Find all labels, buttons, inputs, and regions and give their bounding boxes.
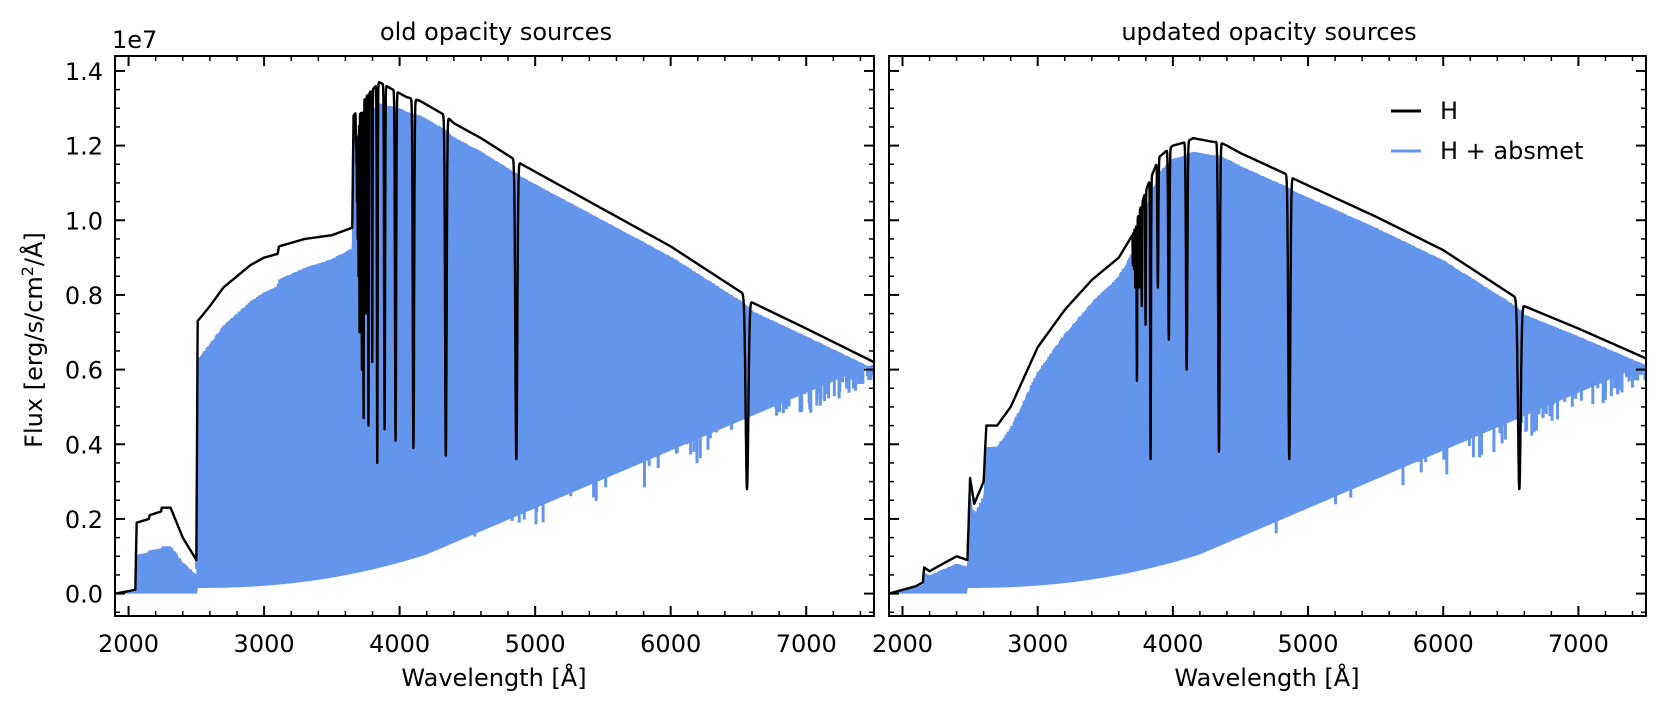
plot-area	[115, 81, 874, 595]
x-tick-label: 7000	[1548, 630, 1609, 658]
x-tick-label: 3000	[234, 630, 295, 658]
y-tick-label: 0.0	[65, 581, 103, 609]
y-scale-multiplier: 1e7	[112, 26, 157, 54]
absmet-line-spikes	[144, 103, 874, 586]
y-tick-label: 1.4	[65, 58, 103, 86]
x-tick-label: 7000	[776, 630, 837, 658]
y-tick-label: 0.8	[65, 282, 103, 310]
axes-frame	[114, 55, 875, 617]
y-tick-label: 1.2	[65, 133, 103, 161]
y-axis-label: Flux [erg/s/cm2/Å]	[18, 232, 48, 448]
x-tick-label: 5000	[505, 630, 566, 658]
legend-label-h: H	[1440, 97, 1458, 125]
x-tick-label: 4000	[369, 630, 430, 658]
legend-label-h-absmet: H + absmet	[1440, 137, 1583, 165]
panel-title: old opacity sources	[380, 18, 612, 46]
x-tick-label: 2000	[98, 630, 159, 658]
series-h-absmet	[889, 151, 1646, 594]
y-tick-label: 0.6	[65, 357, 103, 385]
absmet-line-spikes	[912, 152, 1646, 589]
panel-title: updated opacity sources	[1121, 18, 1416, 46]
y-tick-label: 0.4	[65, 431, 103, 459]
series-h	[115, 81, 874, 595]
axes-frame	[888, 55, 1647, 617]
panel-old-opacity: old opacity sources 2000 3000 4000 5000 6000…	[65, 18, 875, 692]
series-h	[889, 136, 1646, 595]
y-tick-label: 0.2	[65, 506, 103, 534]
x-tick-label: 2000	[872, 630, 933, 658]
series-h-absmet	[115, 103, 874, 594]
panel-updated-opacity: updated opacity sources 2000 3000 4000 5000…	[872, 18, 1647, 692]
x-tick-label: 5000	[1278, 630, 1339, 658]
x-tick-label: 6000	[640, 630, 701, 658]
legend: H H + absmet	[1391, 97, 1583, 165]
x-tick-label: 6000	[1413, 630, 1474, 658]
x-axis-label: Wavelength [Å]	[1174, 663, 1359, 692]
plot-area	[889, 136, 1646, 595]
x-tick-label: 4000	[1142, 630, 1203, 658]
x-tick-label: 3000	[1007, 630, 1068, 658]
x-axis-label: Wavelength [Å]	[401, 663, 586, 692]
y-tick-label: 1.0	[65, 207, 103, 235]
